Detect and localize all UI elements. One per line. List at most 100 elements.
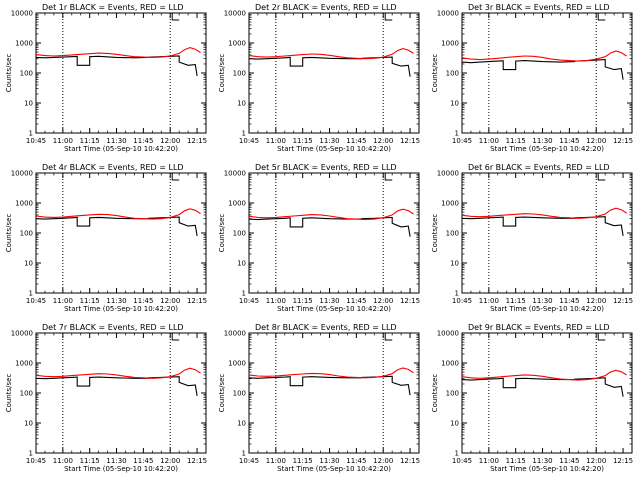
x-tick-label: 10:45 <box>26 297 46 305</box>
x-tick-label: 11:45 <box>133 137 153 145</box>
x-tick-label: 11:00 <box>53 297 73 305</box>
series-events <box>461 216 624 236</box>
x-tick-label: 11:45 <box>559 137 579 145</box>
y-tick-label: 10 <box>450 260 459 268</box>
x-tick-label: 10:45 <box>452 137 472 145</box>
x-tick-label: 12:15 <box>613 297 633 305</box>
x-tick-label: 12:00 <box>373 457 393 465</box>
y-tick-label: 1 <box>29 290 33 298</box>
x-tick-label: 11:45 <box>559 297 579 305</box>
series-events <box>35 55 198 76</box>
x-tick-label: 11:45 <box>346 137 366 145</box>
x-tick-label: 10:45 <box>26 137 46 145</box>
y-tick-label: 10 <box>237 260 246 268</box>
y-tick-label: 1 <box>242 290 246 298</box>
plot-frame <box>248 172 420 294</box>
x-tick-label: 12:15 <box>187 297 207 305</box>
top-marker <box>384 13 393 21</box>
plot-frame <box>35 172 207 294</box>
panel-title: Det 5r BLACK = Events, RED = LLD <box>255 163 397 172</box>
top-marker <box>171 13 180 21</box>
y-tick-label: 10 <box>237 420 246 428</box>
y-tick-label: 1 <box>455 450 459 458</box>
y-tick-label: 1000 <box>441 360 459 368</box>
series-events <box>248 216 411 237</box>
x-tick-label: 11:15 <box>80 137 100 145</box>
x-tick-label: 11:00 <box>479 297 499 305</box>
plot-frame <box>35 12 207 134</box>
panel-title: Det 9r BLACK = Events, RED = LLD <box>468 323 610 332</box>
x-tick-label: 11:15 <box>506 137 526 145</box>
plot-frame <box>461 332 633 454</box>
panel-title: Det 7r BLACK = Events, RED = LLD <box>42 323 184 332</box>
y-tick-label: 10000 <box>224 10 246 18</box>
y-axis-label: Counts/sec <box>5 214 13 253</box>
x-tick-label: 11:30 <box>532 457 552 465</box>
y-tick-label: 10 <box>24 100 33 108</box>
x-tick-label: 11:00 <box>266 137 286 145</box>
plot-frame <box>248 332 420 454</box>
x-tick-label: 11:15 <box>80 457 100 465</box>
y-tick-label: 1000 <box>228 360 246 368</box>
y-axis-label: Counts/sec <box>5 54 13 93</box>
x-tick-label: 11:00 <box>53 137 73 145</box>
x-axis-label: Start Time (05-Sep-10 10:42:20) <box>490 465 604 473</box>
x-axis-label: Start Time (05-Sep-10 10:42:20) <box>277 305 391 313</box>
top-marker <box>597 13 606 21</box>
y-axis-label: Counts/sec <box>218 54 226 93</box>
x-tick-label: 12:00 <box>586 457 606 465</box>
panel-4: Det 4r BLACK = Events, RED = LLD 1 10 100 10… <box>5 163 207 313</box>
y-tick-label: 10 <box>450 420 459 428</box>
series-lld <box>461 50 627 62</box>
x-tick-label: 12:00 <box>160 457 180 465</box>
plot-frame <box>461 12 633 134</box>
x-tick-label: 12:15 <box>400 137 420 145</box>
y-tick-label: 100 <box>446 390 459 398</box>
y-tick-label: 10 <box>24 420 33 428</box>
y-tick-label: 10000 <box>437 330 459 338</box>
y-tick-label: 1000 <box>228 40 246 48</box>
panel-8: Det 8r BLACK = Events, RED = LLD 1 10 100 10… <box>218 323 420 473</box>
top-marker <box>384 173 393 181</box>
y-tick-label: 1 <box>29 450 33 458</box>
panel-title: Det 4r BLACK = Events, RED = LLD <box>42 163 184 172</box>
top-marker <box>597 173 606 181</box>
y-tick-label: 1000 <box>15 200 33 208</box>
x-tick-label: 11:45 <box>133 457 153 465</box>
panel-3: Det 3r BLACK = Events, RED = LLD 1 10 100 10… <box>431 3 633 153</box>
x-tick-label: 11:45 <box>346 457 366 465</box>
panel-9: Det 9r BLACK = Events, RED = LLD 1 10 100 10… <box>431 323 633 473</box>
x-tick-label: 11:30 <box>319 457 339 465</box>
panel-title: Det 2r BLACK = Events, RED = LLD <box>255 3 397 12</box>
y-tick-label: 100 <box>233 230 246 238</box>
y-tick-label: 1 <box>29 130 33 138</box>
x-tick-label: 11:15 <box>293 297 313 305</box>
plot-frame <box>35 332 207 454</box>
panel-1: Det 1r BLACK = Events, RED = LLD 1 10 100 10… <box>5 3 207 153</box>
x-tick-label: 11:45 <box>559 457 579 465</box>
series-events <box>248 56 411 77</box>
x-axis-label: Start Time (05-Sep-10 10:42:20) <box>64 145 178 153</box>
x-tick-label: 11:00 <box>53 457 73 465</box>
x-tick-label: 11:00 <box>479 137 499 145</box>
series-lld <box>35 367 201 379</box>
y-axis-label: Counts/sec <box>431 54 439 93</box>
x-tick-label: 12:15 <box>187 137 207 145</box>
y-axis-label: Counts/sec <box>5 374 13 413</box>
y-tick-label: 100 <box>233 390 246 398</box>
x-tick-label: 12:00 <box>586 297 606 305</box>
x-axis-label: Start Time (05-Sep-10 10:42:20) <box>490 305 604 313</box>
top-marker <box>171 333 180 341</box>
panel-title: Det 1r BLACK = Events, RED = LLD <box>42 3 184 12</box>
x-axis-label: Start Time (05-Sep-10 10:42:20) <box>277 145 391 153</box>
x-tick-label: 12:15 <box>613 457 633 465</box>
x-tick-label: 11:30 <box>532 137 552 145</box>
x-tick-label: 11:30 <box>532 297 552 305</box>
x-tick-label: 11:30 <box>106 137 126 145</box>
y-axis-label: Counts/sec <box>218 374 226 413</box>
panel-7: Det 7r BLACK = Events, RED = LLD 1 10 100 10… <box>5 323 207 473</box>
x-tick-label: 12:00 <box>586 137 606 145</box>
plot-frame <box>248 12 420 134</box>
x-tick-label: 12:00 <box>373 137 393 145</box>
